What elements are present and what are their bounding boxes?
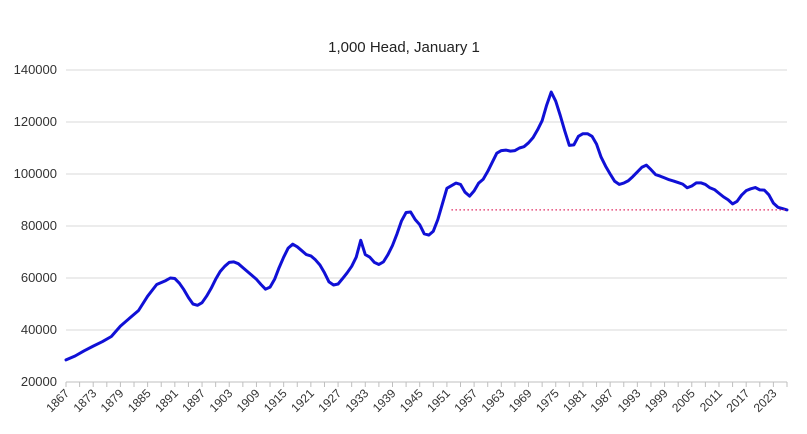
x-tick-label: 1933 bbox=[343, 386, 372, 415]
chart-title: 1,000 Head, January 1 bbox=[328, 39, 480, 56]
y-tick-label: 100000 bbox=[14, 166, 57, 181]
x-tick-label: 1957 bbox=[451, 386, 480, 415]
x-tick-label: 1969 bbox=[506, 386, 535, 415]
x-tick-label: 2023 bbox=[751, 386, 780, 415]
x-tick-label: 1867 bbox=[43, 386, 72, 415]
x-tick-label: 1915 bbox=[261, 386, 290, 415]
x-tick-label: 2017 bbox=[724, 386, 753, 415]
x-tick-label: 1993 bbox=[615, 386, 644, 415]
y-tick-label: 80000 bbox=[21, 218, 57, 233]
x-tick-label: 1975 bbox=[533, 386, 562, 415]
y-tick-label: 120000 bbox=[14, 114, 57, 129]
x-tick-label: 1981 bbox=[560, 386, 589, 415]
x-axis bbox=[65, 381, 788, 387]
x-tick-label: 1921 bbox=[288, 386, 317, 415]
x-tick-label: 1903 bbox=[207, 386, 236, 415]
x-tick-label: 1963 bbox=[479, 386, 508, 415]
x-tick-label: 1885 bbox=[125, 386, 154, 415]
x-tick-label: 1897 bbox=[179, 386, 208, 415]
y-tick-label: 40000 bbox=[21, 322, 57, 337]
y-tick-labels: 20000 40000 60000 80000 100000 120000 140000 bbox=[14, 62, 57, 389]
x-tick-label: 1873 bbox=[71, 386, 100, 415]
x-tick-labels: 1867187318791885189118971903190919151921… bbox=[43, 386, 779, 415]
x-tick-label: 1945 bbox=[397, 386, 426, 415]
x-tick-label: 2005 bbox=[669, 386, 698, 415]
y-tick-label: 60000 bbox=[21, 270, 57, 285]
x-tick-label: 1909 bbox=[234, 386, 263, 415]
x-tick-label: 1891 bbox=[152, 386, 181, 415]
grid-lines bbox=[66, 69, 787, 331]
x-tick-label: 1939 bbox=[370, 386, 399, 415]
x-tick-label: 1999 bbox=[642, 386, 671, 415]
x-tick-label: 2011 bbox=[697, 386, 725, 414]
x-tick-label: 1951 bbox=[424, 386, 453, 415]
x-tick-label: 1879 bbox=[98, 386, 127, 415]
y-tick-label: 20000 bbox=[21, 374, 57, 389]
x-tick-label: 1987 bbox=[587, 386, 616, 415]
series-group bbox=[64, 90, 789, 362]
x-tick-label: 1927 bbox=[315, 386, 344, 415]
series-line-0 bbox=[64, 90, 789, 362]
y-tick-label: 140000 bbox=[14, 62, 57, 77]
